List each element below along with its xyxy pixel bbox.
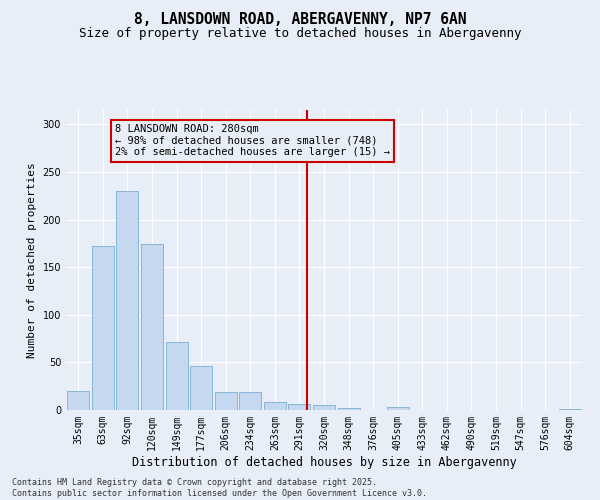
Bar [559,409,581,410]
Bar [190,366,212,410]
Bar [313,405,335,410]
Bar [166,342,188,410]
Bar [67,391,89,410]
Bar [92,246,114,410]
Bar [338,408,359,410]
X-axis label: Distribution of detached houses by size in Abergavenny: Distribution of detached houses by size … [131,456,517,468]
Bar [289,404,310,410]
Bar [141,244,163,410]
Bar [386,407,409,410]
Text: 8, LANSDOWN ROAD, ABERGAVENNY, NP7 6AN: 8, LANSDOWN ROAD, ABERGAVENNY, NP7 6AN [134,12,466,28]
Text: Size of property relative to detached houses in Abergavenny: Size of property relative to detached ho… [79,28,521,40]
Bar [239,392,262,410]
Y-axis label: Number of detached properties: Number of detached properties [27,162,37,358]
Bar [215,392,237,410]
Text: 8 LANSDOWN ROAD: 280sqm
← 98% of detached houses are smaller (748)
2% of semi-de: 8 LANSDOWN ROAD: 280sqm ← 98% of detache… [115,124,390,158]
Bar [116,191,139,410]
Text: Contains HM Land Registry data © Crown copyright and database right 2025.
Contai: Contains HM Land Registry data © Crown c… [12,478,427,498]
Bar [264,402,286,410]
